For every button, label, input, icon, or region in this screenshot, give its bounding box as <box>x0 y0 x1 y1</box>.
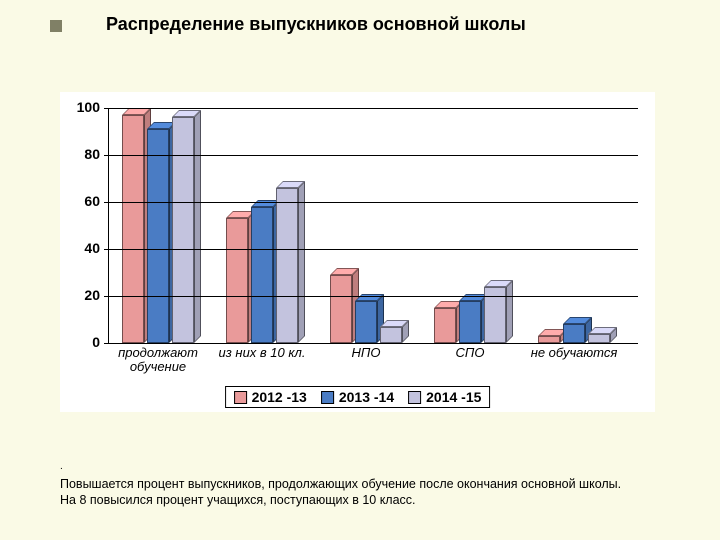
bar <box>538 336 560 343</box>
bar <box>459 301 481 343</box>
legend-item: 2014 -15 <box>408 389 481 405</box>
bar <box>276 188 298 343</box>
x-axis-label: не обучаются <box>526 346 622 360</box>
y-tick-label: 60 <box>60 193 100 209</box>
legend-label: 2012 -13 <box>252 389 307 405</box>
y-tick-mark <box>104 155 108 156</box>
caption: . Повышается процент выпускников, продол… <box>60 460 700 509</box>
bar <box>226 218 248 343</box>
y-tick-mark <box>104 296 108 297</box>
legend-label: 2013 -14 <box>339 389 394 405</box>
y-tick-label: 100 <box>60 99 100 115</box>
legend-swatch <box>321 391 334 404</box>
bar-groups <box>108 108 638 343</box>
y-tick-label: 80 <box>60 146 100 162</box>
caption-line-1: Повышается процент выпускников, продолжа… <box>60 477 621 491</box>
y-tick-mark <box>104 202 108 203</box>
gridline <box>108 249 638 250</box>
y-tick-mark <box>104 108 108 109</box>
legend-swatch <box>234 391 247 404</box>
legend-item: 2013 -14 <box>321 389 394 405</box>
bar <box>147 129 169 343</box>
y-tick-label: 20 <box>60 287 100 303</box>
y-tick-label: 0 <box>60 334 100 350</box>
y-tick-mark <box>104 343 108 344</box>
x-axis-label: СПО <box>422 346 518 360</box>
bar <box>380 327 402 343</box>
bar <box>122 115 144 343</box>
bar <box>355 301 377 343</box>
x-axis-label: НПО <box>318 346 414 360</box>
gridline <box>108 296 638 297</box>
caption-bullet: . <box>60 460 700 474</box>
gridline <box>108 108 638 109</box>
gridline <box>108 202 638 203</box>
bar <box>563 324 585 343</box>
bar-chart: продолжают обучение из них в 10 кл. НПО СПО… <box>60 92 655 412</box>
x-axis-label: из них в 10 кл. <box>214 346 310 360</box>
bar <box>434 308 456 343</box>
legend-swatch <box>408 391 421 404</box>
x-axis-label: продолжают обучение <box>110 346 206 375</box>
legend-label: 2014 -15 <box>426 389 481 405</box>
bar <box>330 275 352 343</box>
bar <box>588 334 610 343</box>
slide: Распределение выпускников основной школы… <box>0 0 720 540</box>
bar <box>251 207 273 343</box>
caption-line-2: На 8 повысился процент учащихся, поступа… <box>60 493 416 507</box>
y-tick-label: 40 <box>60 240 100 256</box>
bar <box>172 117 194 343</box>
legend-item: 2012 -13 <box>234 389 307 405</box>
legend: 2012 -13 2013 -14 2014 -15 <box>225 386 491 408</box>
gridline <box>108 343 638 344</box>
gridline <box>108 155 638 156</box>
y-tick-mark <box>104 249 108 250</box>
slide-title: Распределение выпускников основной школы <box>106 14 526 35</box>
title-bullet <box>50 20 62 32</box>
plot-area <box>108 108 638 343</box>
